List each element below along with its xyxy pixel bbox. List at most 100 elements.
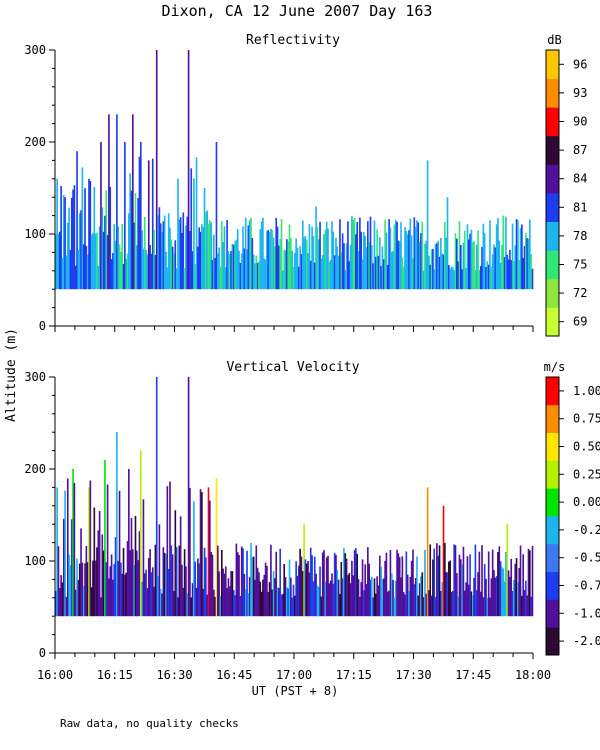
echo-column: [66, 222, 69, 290]
echo-column: [352, 575, 355, 617]
echo-column: [195, 157, 198, 290]
echo-column: [292, 584, 295, 617]
echo-column: [400, 222, 402, 290]
echo-column: [355, 548, 357, 617]
echo-column: [181, 564, 183, 617]
colorbar-swatch: [546, 516, 559, 545]
echo-column: [213, 234, 215, 290]
echo-column: [402, 266, 405, 290]
echo-column: [70, 197, 73, 290]
echo-column: [368, 242, 370, 290]
echo-column: [373, 578, 376, 617]
echo-column: [218, 571, 220, 617]
echo-column: [251, 557, 254, 617]
y-tick-label: 0: [39, 319, 46, 333]
echo-column: [441, 253, 444, 290]
echo-column: [271, 589, 274, 617]
echo-column: [378, 555, 381, 617]
echo-column: [487, 551, 490, 617]
echo-column: [450, 266, 453, 290]
echo-column: [367, 221, 369, 290]
echo-column: [194, 264, 197, 290]
echo-column: [158, 524, 161, 617]
echo-column: [175, 547, 178, 617]
echo-column: [396, 221, 398, 290]
colorbar-label: -1.00: [573, 606, 600, 620]
echo-column: [445, 572, 447, 617]
echo-column: [505, 551, 507, 617]
echo-column: [505, 216, 507, 290]
echo-column: [356, 222, 359, 290]
echo-column: [510, 558, 513, 617]
echo-column: [80, 210, 82, 290]
echo-column: [201, 492, 203, 617]
echo-column: [515, 558, 518, 617]
echo-column: [499, 262, 502, 290]
echo-column: [128, 213, 130, 290]
echo-column: [139, 142, 142, 290]
echo-column: [414, 226, 417, 290]
time-axis-label: UT (PST + 8): [252, 684, 339, 698]
altitude-axis-label: Altitude (m): [4, 328, 19, 422]
echo-column: [373, 220, 376, 290]
echo-column: [382, 259, 385, 290]
echo-column: [311, 555, 313, 617]
echo-column: [163, 215, 166, 290]
echo-column: [288, 224, 291, 290]
echo-column: [68, 554, 70, 617]
echo-column: [81, 562, 84, 617]
echo-column: [436, 543, 438, 617]
echo-column: [319, 566, 321, 617]
echo-column: [102, 231, 105, 290]
echo-column: [215, 142, 218, 290]
echo-column: [191, 251, 194, 290]
echo-column: [210, 551, 212, 617]
echo-column: [507, 570, 510, 617]
echo-column: [398, 241, 401, 290]
echo-column: [433, 269, 436, 290]
echo-column: [324, 581, 327, 617]
echo-column: [271, 229, 274, 290]
echo-column: [489, 220, 491, 290]
echo-column: [290, 577, 292, 617]
echo-column: [425, 240, 428, 290]
echo-column: [294, 595, 296, 617]
echo-column: [448, 265, 450, 290]
echo-column: [374, 593, 377, 617]
echo-column: [525, 580, 527, 617]
echo-column: [521, 595, 523, 617]
echo-column: [135, 550, 138, 617]
echo-column: [417, 595, 420, 617]
echo-column: [531, 268, 534, 290]
echo-column: [130, 517, 133, 617]
echo-column: [438, 545, 441, 617]
echo-column: [367, 547, 369, 617]
echo-column: [170, 545, 173, 617]
echo-column: [134, 515, 137, 617]
echo-column: [519, 228, 522, 290]
echo-column: [352, 219, 355, 290]
echo-column: [126, 253, 129, 290]
echo-column: [513, 580, 515, 617]
echo-column: [377, 255, 380, 290]
x-tick-label: 16:30: [156, 668, 192, 682]
x-tick-label: 16:00: [37, 668, 73, 682]
echo-column: [325, 221, 328, 290]
echo-column: [182, 587, 185, 617]
echo-column: [348, 573, 351, 617]
echo-column: [311, 226, 313, 290]
echo-column: [231, 571, 234, 617]
echo-column: [191, 583, 194, 617]
echo-column: [147, 558, 150, 617]
echo-column: [182, 212, 185, 290]
echo-column: [275, 217, 278, 290]
echo-column: [58, 588, 61, 617]
echo-column: [174, 510, 177, 617]
echo-column: [382, 578, 385, 617]
echo-column: [55, 590, 57, 617]
echo-column: [316, 227, 319, 290]
echo-column: [177, 597, 179, 617]
echo-column: [132, 114, 134, 290]
colorbar-label: 87: [573, 143, 587, 157]
echo-column: [394, 580, 397, 617]
